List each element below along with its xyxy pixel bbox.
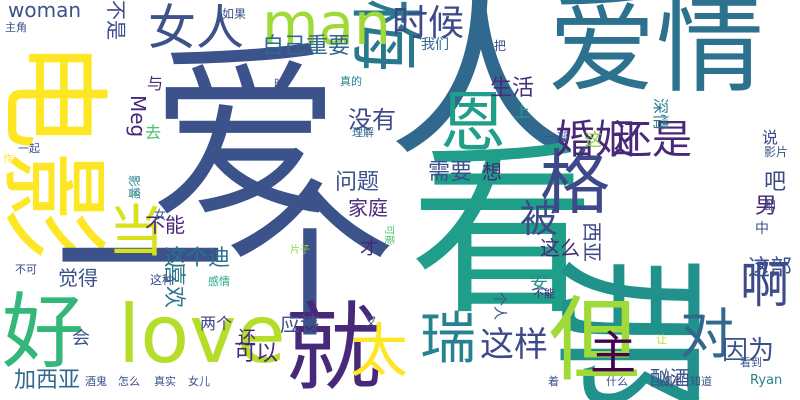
word: 女儿 [188, 375, 210, 388]
word: 把 [494, 39, 507, 53]
word: 生活 [490, 76, 535, 101]
word: 女 [154, 208, 167, 222]
word: man [262, 0, 391, 58]
word: 真的 [340, 75, 362, 88]
word: 对 [680, 303, 734, 366]
word: 不是 [104, 0, 128, 40]
word: 好 [2, 285, 85, 380]
word: 作 [3, 154, 13, 165]
word: 看到 [740, 356, 762, 369]
word: 这种 [150, 273, 175, 287]
word: 又 [365, 315, 378, 329]
word: 理解 [352, 126, 374, 139]
word: 恩 [440, 84, 506, 161]
word: 还是 [612, 117, 692, 163]
word: 时 [274, 77, 285, 90]
word: 还 [238, 328, 256, 349]
word: 看 [410, 124, 595, 340]
word: 不能 [533, 287, 555, 300]
word: 一个 [55, 164, 396, 362]
word: 个人 [491, 292, 507, 320]
word: 去 [145, 123, 162, 142]
word: 这样 [480, 325, 548, 365]
word: 西亚 [580, 222, 604, 262]
word: 安 [530, 273, 548, 294]
word: 怎么 [118, 375, 140, 388]
word: 酒鬼 [85, 375, 107, 388]
word: 却 [764, 199, 777, 213]
word: 着 [548, 375, 559, 388]
word: 但 [548, 287, 641, 394]
word: 一起 [18, 142, 40, 155]
word: 说 [762, 128, 779, 147]
word: 家庭 [348, 196, 388, 220]
word: 这 [584, 130, 602, 151]
word: 男 [755, 194, 778, 219]
word: 一部 [545, 130, 570, 144]
word: 自己重要 [262, 34, 351, 59]
word: 上 [514, 102, 531, 121]
word: 中 [755, 221, 769, 237]
word: 加西亚 [14, 368, 81, 393]
word: 才 [360, 238, 378, 259]
word: 想 [482, 160, 502, 184]
word: 时候 [392, 3, 465, 44]
word: 会 [72, 328, 90, 349]
word: 主角 [5, 21, 27, 34]
word: 酗酒 [650, 366, 690, 390]
word: 啊 [740, 256, 790, 314]
word: 知道 [690, 375, 712, 388]
word: 两个 [200, 314, 233, 333]
word: 瑞 [420, 307, 476, 372]
word: 这部 [748, 256, 793, 281]
word: 不可 [15, 263, 37, 276]
word: woman [8, 0, 82, 22]
word: 我们 [421, 37, 449, 53]
word: 因为 [722, 336, 775, 366]
word: 深情 [651, 98, 670, 131]
word: 当 [108, 200, 164, 265]
word: 就 [285, 292, 381, 400]
word: 爱情 [548, 0, 765, 108]
word: 没有 [348, 106, 396, 134]
word: 可以 [234, 341, 279, 366]
word: 这个迪 [164, 246, 231, 271]
word: 真实 [154, 375, 176, 388]
word: 影片 [764, 145, 789, 159]
word: 婚姻 [555, 117, 635, 163]
word: 片子 [290, 245, 310, 256]
word: 问题 [335, 170, 380, 195]
word: 人 [388, 0, 573, 182]
word: 感情 [208, 275, 230, 288]
word: 与 [147, 74, 164, 93]
word: 格 [540, 142, 610, 224]
word: 吧 [764, 170, 787, 195]
word: 应该 [280, 312, 320, 336]
word: love [118, 288, 286, 381]
word: 主 [590, 326, 636, 380]
word: 不能 [145, 213, 185, 237]
word: 这么 [540, 236, 580, 260]
word: 可能 [383, 225, 394, 245]
word: 什么 [606, 375, 628, 388]
word: 需要 [428, 160, 473, 185]
word: 影響 [127, 175, 141, 200]
word: 如果 [222, 7, 247, 21]
word: 被 [520, 197, 559, 241]
word: 觉得 [58, 266, 98, 290]
word: 遇到 [662, 375, 684, 388]
word: 太 [350, 317, 409, 385]
word: 让 [656, 333, 667, 346]
word: 女人 [148, 0, 245, 56]
word: 爱 [150, 24, 341, 245]
word: Ryan [750, 373, 783, 388]
